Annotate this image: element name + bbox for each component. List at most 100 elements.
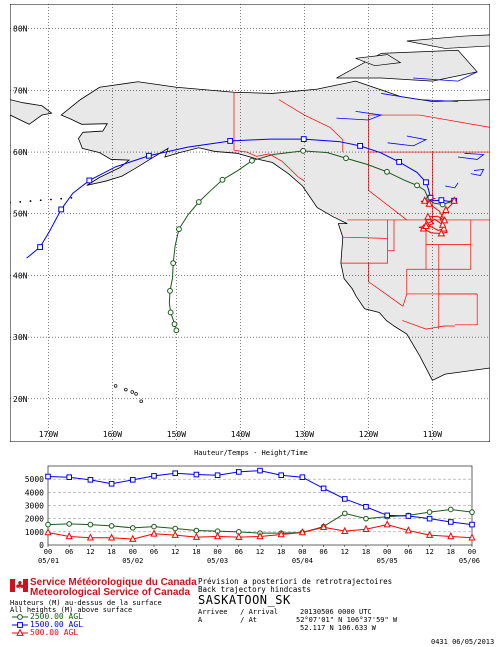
trajectory-point	[357, 142, 363, 149]
trajectory-map: 80N 70N 60N 50N 40N 30N 20N 170W 160W 150W 140W 130…	[10, 4, 490, 442]
trajectory-point	[249, 157, 255, 164]
x-hour-label: 18	[362, 548, 370, 556]
trajectory-point	[424, 212, 432, 220]
chart-data-point	[130, 477, 136, 483]
x-hour-label: 06	[65, 548, 73, 556]
chart-canvas: Hauteur/Temps - Height/Time 5000 4000 3000…	[25, 449, 480, 565]
latitude-label: 40N	[13, 271, 28, 280]
y-tick-label: 0	[39, 541, 44, 550]
trajectory-point	[167, 309, 174, 316]
chart-data-point	[86, 533, 95, 541]
trajectory-point	[167, 287, 173, 294]
chart-data-point	[172, 470, 178, 477]
chart-data-point	[87, 521, 94, 528]
longitude-label: 150W	[167, 430, 186, 439]
trajectory-point	[300, 147, 307, 154]
chart-data-point	[277, 530, 285, 538]
y-tick-label: 2000	[25, 515, 44, 524]
chart-data-point	[319, 522, 328, 531]
legend-label: 500.00 AGL	[30, 628, 79, 637]
latitude-label: 30N	[13, 333, 28, 342]
chart-data-point	[341, 526, 349, 534]
chart-data-point	[213, 532, 222, 540]
trajectory-point	[442, 205, 450, 213]
latitude-label: 70N	[13, 86, 28, 95]
political-boundary	[387, 219, 395, 252]
hawaii-island	[124, 387, 128, 392]
x-hour-label: 00	[213, 548, 221, 556]
political-boundary	[278, 99, 344, 153]
aleutian-island	[70, 197, 73, 199]
trajectory-point	[86, 177, 93, 184]
chart-data-point	[193, 527, 200, 534]
chart-data-point	[405, 513, 412, 519]
trajectory-point	[300, 136, 307, 143]
x-hour-label: 12	[86, 548, 94, 556]
trajectory-point	[414, 182, 420, 189]
location-label: A / At	[198, 616, 258, 624]
aleutian-island	[50, 198, 52, 201]
legend-item: 1500.00 AGL	[12, 621, 83, 629]
lake-outline	[457, 152, 485, 160]
trajectory-point	[450, 196, 458, 204]
legend-label: 2500.00 AGL	[30, 612, 83, 621]
land-layer	[10, 34, 490, 404]
trajectory-point	[219, 176, 226, 183]
lake-outline	[387, 135, 428, 147]
longitude-label: 110W	[423, 430, 442, 439]
chart-data-point	[129, 534, 137, 542]
chart-data-point	[150, 529, 158, 537]
x-hour-label: 06	[150, 548, 158, 556]
height-note-en: All heights (M) above surface	[10, 606, 133, 614]
x-hour-label: 12	[425, 548, 433, 556]
trajectory-point	[440, 224, 448, 232]
x-date-label: 05/01	[38, 557, 59, 565]
x-date-label: 05/03	[207, 557, 228, 565]
trajectory-path	[168, 150, 455, 331]
chart-data-point	[383, 520, 391, 528]
chart-data-point	[320, 485, 327, 492]
chart-data-point	[235, 532, 243, 540]
aleutian-island	[39, 199, 42, 202]
canada-flag-logo: ♣	[10, 579, 28, 592]
chart-data-point	[44, 528, 52, 536]
maple-leaf-icon: ♣	[15, 579, 25, 592]
location-dms: 52°07'01" N 106°37'59" W	[296, 616, 398, 624]
chart-data-point	[172, 525, 178, 532]
aleutian-island	[60, 197, 63, 200]
legend-marker-icon	[12, 628, 28, 637]
chart-data-point	[66, 521, 73, 527]
chart-data-point	[362, 524, 370, 532]
chart-data-point	[214, 472, 221, 479]
chart-data-point	[193, 471, 200, 478]
chart-data-point	[363, 504, 369, 510]
x-hour-label: 06	[319, 548, 327, 556]
chart-data-point	[426, 515, 433, 522]
chart-data-point	[87, 477, 94, 483]
political-boundary	[402, 219, 427, 307]
legend-label: 1500.00 AGL	[30, 620, 83, 629]
product-title-en: Back trajectory hindcasts	[198, 585, 311, 594]
graticule	[10, 4, 490, 442]
north-america-landmass	[60, 80, 490, 381]
trajectory-point	[145, 152, 152, 159]
chart-data-point	[171, 530, 179, 538]
chart-data-point	[130, 525, 136, 531]
trajectory-point	[422, 221, 430, 229]
longitude-label: 140W	[231, 430, 250, 439]
longitude-label: 130W	[295, 430, 314, 439]
latitude-label: 20N	[13, 395, 28, 404]
y-tick-label: 1000	[25, 528, 44, 537]
trajectory-point	[440, 216, 449, 224]
x-hour-label: 00	[44, 548, 52, 556]
chart-data-point	[448, 519, 454, 525]
x-hour-label: 12	[171, 548, 179, 556]
chart-data-point	[384, 512, 390, 519]
chart-title: Hauteur/Temps - Height/Time	[194, 449, 308, 457]
grid-labels: 80N 70N 60N 50N 40N 30N 20N 170W 160W 150W 140W 130…	[13, 25, 442, 439]
y-tick-label: 4000	[25, 488, 44, 497]
height-time-chart: Hauteur/Temps - Height/Time 5000 4000 3000…	[10, 446, 492, 578]
x-date-label: 05/02	[122, 557, 143, 565]
chart-data-point	[107, 533, 116, 541]
